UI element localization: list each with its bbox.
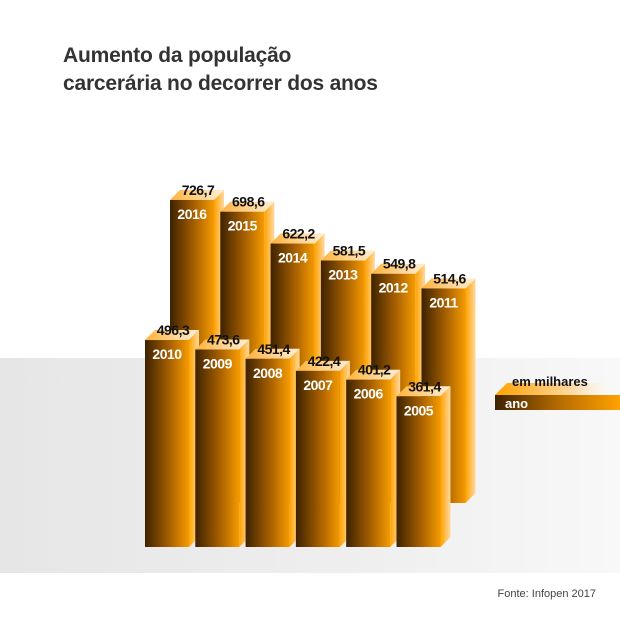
bar-top-face	[220, 201, 275, 212]
value-label: 451,4	[257, 341, 290, 357]
value-label: 401,2	[358, 362, 391, 378]
bar-top-face	[346, 369, 401, 380]
bar-top-face	[371, 263, 426, 274]
bar-side-face	[465, 278, 476, 503]
year-label: 2014	[278, 250, 308, 266]
value-label: 698,6	[232, 194, 265, 210]
chart-title: Aumento da população carcerária no decor…	[63, 42, 483, 98]
value-label: 496,3	[157, 322, 190, 338]
source-note: Fonte: Infopen 2017	[497, 588, 596, 600]
bar-front-face	[145, 340, 189, 547]
year-label: 2010	[152, 346, 182, 362]
legend-year-swatch	[495, 395, 620, 410]
bar-2009: 473,6 2009	[195, 332, 250, 547]
year-label: 2009	[203, 356, 233, 372]
bar-front-face	[396, 396, 441, 547]
value-label: 361,4	[408, 378, 441, 394]
bar-top-face	[245, 348, 300, 359]
value-label: 581,5	[333, 243, 366, 259]
value-label: 473,6	[207, 332, 240, 348]
bar-front-face	[346, 379, 391, 547]
bar-2010: 496,3 2010	[145, 322, 199, 547]
bar-2007: 422,4 2007	[295, 353, 350, 547]
bar-top-face	[170, 189, 224, 200]
bar-front-face	[295, 370, 340, 547]
bar-2006: 401,2 2006	[346, 362, 401, 547]
title-line-2: carcerária no decorrer dos anos	[63, 72, 378, 95]
legend-unit-swatch	[495, 383, 620, 395]
year-label: 2015	[228, 218, 258, 234]
bar-top-face	[270, 233, 325, 244]
bar-2005: 361,4 2005	[396, 378, 451, 547]
bar-top-face	[421, 278, 476, 289]
value-label: 549,8	[383, 256, 416, 272]
bar-2008: 451,4 2008	[245, 341, 300, 547]
year-label: 2011	[429, 294, 458, 310]
bar-top-face	[320, 250, 375, 261]
value-label: 726,7	[182, 182, 215, 198]
bar-top-face	[195, 339, 250, 350]
legend-year-label: ano	[505, 396, 528, 411]
bar-top-face	[295, 360, 350, 371]
year-label: 2005	[404, 402, 434, 418]
value-label: 622,2	[282, 226, 315, 242]
year-label: 2012	[379, 280, 409, 296]
value-label: 422,4	[308, 353, 341, 369]
legend-unit-label: em milhares	[512, 374, 588, 389]
bar-side-face	[440, 386, 451, 547]
value-label: 514,6	[433, 270, 466, 286]
bar-front-face	[195, 349, 240, 547]
year-label: 2016	[177, 206, 207, 222]
legend: em milhares ano	[495, 374, 620, 411]
title-line-1: Aumento da população	[63, 44, 292, 67]
year-label: 2008	[253, 365, 283, 381]
bar-front-face	[245, 358, 290, 547]
bar-top-face	[145, 330, 199, 341]
year-label: 2013	[328, 267, 358, 283]
bar-top-face	[396, 386, 451, 397]
year-label: 2006	[354, 386, 384, 402]
year-label: 2007	[303, 377, 333, 393]
